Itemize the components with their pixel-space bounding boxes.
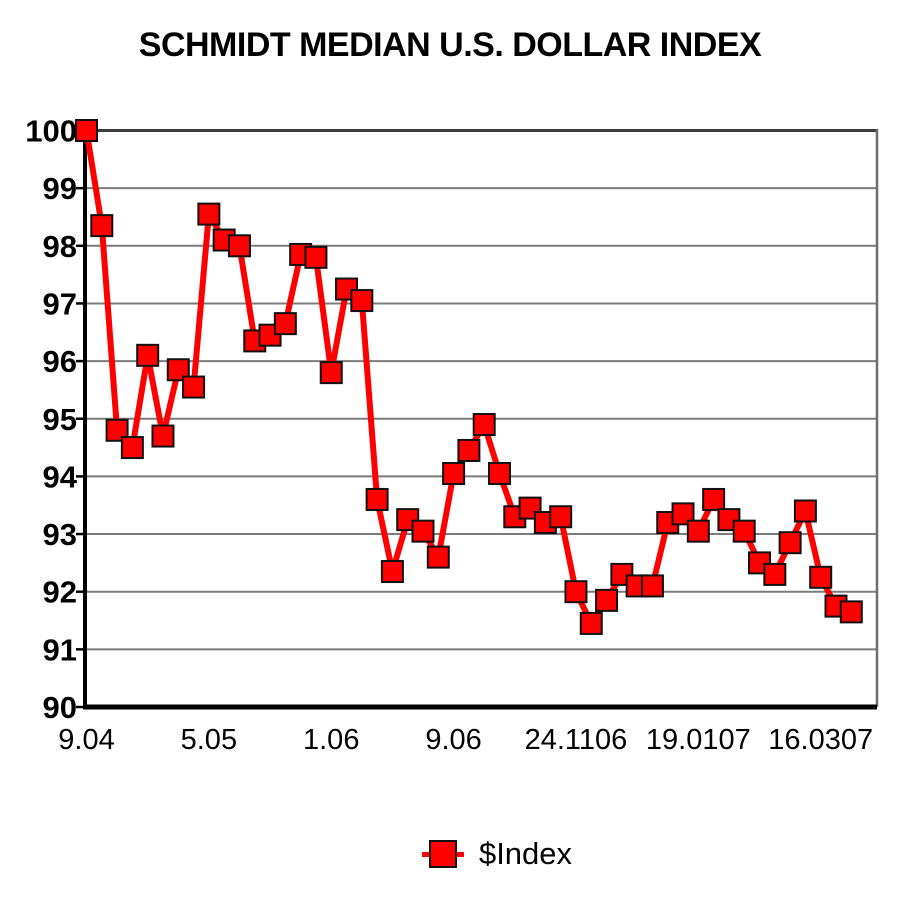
data-point-marker: [686, 519, 710, 543]
data-point-marker: [442, 462, 466, 486]
data-point-marker: [182, 375, 206, 399]
data-point-marker: [350, 289, 374, 313]
data-point-marker: [120, 436, 144, 460]
data-point-marker: [564, 580, 588, 604]
data-point-marker: [90, 214, 114, 238]
data-point-marker: [105, 418, 129, 442]
y-tick-label: 90: [43, 690, 77, 725]
data-point-marker: [549, 505, 573, 529]
data-point-marker: [75, 119, 98, 142]
data-point-marker: [778, 531, 802, 555]
y-tick-label: 99: [43, 171, 77, 206]
data-point-marker: [579, 611, 603, 635]
data-point-marker: [365, 487, 389, 511]
data-point-marker: [166, 358, 190, 382]
y-tick-label: 91: [43, 632, 77, 667]
data-point-marker: [380, 560, 404, 584]
data-point-marker: [472, 413, 496, 437]
chart-title: SCHMIDT MEDIAN U.S. DOLLAR INDEX: [138, 26, 762, 64]
data-point-marker: [839, 600, 863, 624]
x-tick-label: 5.05: [181, 724, 237, 756]
y-tick-label: 94: [43, 459, 78, 494]
x-tick-label: 16.0307: [768, 724, 873, 756]
data-point-marker: [304, 245, 328, 269]
data-point-marker: [640, 574, 664, 598]
y-tick-label: 98: [43, 229, 77, 264]
data-point-marker: [487, 462, 511, 486]
y-tick-label: 93: [43, 517, 77, 552]
x-tick-label: 1.06: [303, 724, 359, 756]
data-point-marker: [732, 519, 756, 543]
legend-square-swatch: [428, 839, 457, 868]
data-point-marker: [197, 202, 221, 226]
data-point-marker: [227, 234, 251, 258]
data-point-marker: [411, 519, 435, 543]
legend-series-label: $Index: [478, 836, 573, 871]
y-tick-label: 100: [25, 114, 77, 149]
legend: $Index: [47, 836, 900, 872]
data-point-marker: [426, 545, 450, 569]
x-tick-label: 19.0107: [646, 724, 751, 756]
x-tick-label: 24.1106: [525, 724, 628, 756]
data-point-marker: [136, 343, 160, 367]
data-point-marker: [702, 487, 726, 511]
data-point-marker: [273, 312, 297, 336]
data-point-marker: [319, 361, 343, 385]
x-tick-label: 9.06: [425, 724, 481, 756]
data-point-marker: [457, 438, 481, 462]
legend-marker: [421, 839, 464, 870]
data-point-marker: [763, 562, 787, 586]
data-point-marker: [671, 502, 695, 526]
y-tick-label: 97: [43, 286, 77, 321]
y-tick-label: 96: [43, 344, 77, 379]
data-point-marker: [151, 424, 175, 448]
x-tick-label: 9.04: [58, 724, 114, 756]
data-point-marker: [809, 565, 833, 589]
data-point-marker: [793, 499, 817, 523]
y-tick-label: 95: [43, 402, 77, 437]
data-point-marker: [595, 588, 619, 612]
y-tick-label: 92: [43, 575, 77, 610]
